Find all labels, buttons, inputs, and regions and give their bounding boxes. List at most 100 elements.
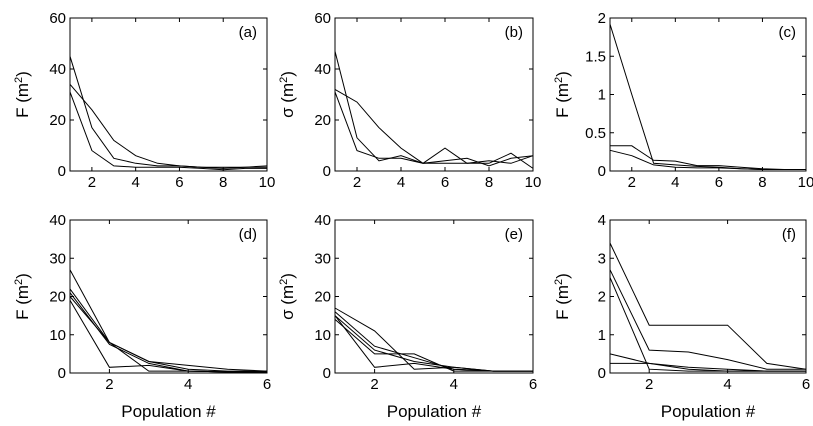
y-axis-label: F (m2) — [13, 273, 32, 320]
series-line-3 — [69, 292, 267, 373]
x-tick-label: 6 — [441, 174, 449, 191]
axes-frame — [334, 219, 534, 374]
series-line-1 — [69, 269, 268, 372]
x-tick-label: 2 — [353, 174, 361, 191]
series-line-2 — [334, 88, 534, 167]
y-tick-label: 2 — [598, 10, 606, 27]
x-tick-label: 6 — [802, 376, 810, 393]
x-tick-label: 2 — [88, 174, 96, 191]
x-tick-label: 6 — [263, 376, 271, 393]
series-line-1 — [334, 307, 533, 372]
y-tick-label: 0 — [58, 365, 66, 382]
y-tick-label: 20 — [49, 289, 66, 306]
y-tick-label: 20 — [314, 112, 331, 129]
series-line-2 — [69, 288, 267, 372]
x-tick-label: 2 — [628, 174, 636, 191]
y-tick-label: 40 — [314, 61, 331, 78]
y-tick-label: 0.5 — [585, 125, 606, 142]
x-axis-label: Population # — [661, 402, 756, 421]
x-tick-label: 6 — [529, 376, 537, 393]
x-tick-label: 8 — [485, 174, 493, 191]
panel-a: 2 4 6 8 10 0 20 40 60 (a) F (m2) — [13, 10, 275, 191]
x-tick-label: 2 — [370, 376, 378, 393]
axes-frame — [609, 219, 807, 374]
panel-c: 2 4 6 8 10 0 0.5 1 1.5 2 (c) F (m2) — [553, 10, 813, 191]
x-tick-label: 4 — [671, 174, 679, 191]
panel-tag: (d) — [239, 226, 257, 243]
y-tick-label: 0 — [58, 163, 66, 180]
series-line-3 — [609, 277, 806, 372]
series-line-1 — [609, 242, 807, 370]
panel-tag: (f) — [782, 226, 796, 243]
x-tick-label: 4 — [184, 376, 192, 393]
series-line-4 — [609, 353, 806, 372]
y-tick-label: 40 — [49, 212, 66, 229]
y-tick-label: 1 — [598, 87, 606, 104]
y-axis-label: F (m2) — [553, 273, 572, 320]
panel-d: 2 4 6 0 10 20 30 40 (d) F (m2) Population # — [13, 212, 271, 421]
series-line-1 — [69, 56, 268, 169]
series-line-3 — [334, 91, 534, 164]
series-line-1 — [609, 23, 806, 170]
x-tick-label: 6 — [175, 174, 183, 191]
series-line-3 — [69, 91, 267, 171]
axes-frame — [334, 17, 534, 172]
series-line-1 — [334, 51, 534, 169]
series-line-3 — [609, 149, 806, 170]
series-line-5 — [334, 319, 533, 372]
x-axis-label: Population # — [387, 402, 482, 421]
panel-f: 2 4 6 0 1 2 3 4 (f) F (m2) Population # — [553, 212, 810, 421]
series-line-4 — [69, 300, 267, 373]
y-tick-label: 0 — [323, 365, 331, 382]
y-tick-label: 20 — [49, 112, 66, 129]
y-tick-label: 10 — [49, 327, 66, 344]
y-tick-label: 1 — [598, 327, 606, 344]
axes-frame — [69, 17, 268, 172]
series-line-2 — [609, 269, 806, 370]
x-tick-label: 10 — [525, 174, 542, 191]
x-tick-label: 8 — [758, 174, 766, 191]
x-tick-label: 2 — [105, 376, 113, 393]
y-axis-label: F (m2) — [13, 71, 32, 118]
axes-frame — [609, 17, 807, 172]
panel-tag: (b) — [505, 24, 523, 41]
series-line-2 — [69, 83, 267, 168]
y-tick-label: 30 — [314, 250, 331, 267]
y-axis-label: σ (m2) — [278, 273, 297, 320]
y-axis-label: σ (m2) — [278, 71, 297, 118]
series-line-2 — [610, 145, 806, 170]
y-tick-label: 0 — [598, 365, 606, 382]
x-tick-label: 4 — [450, 376, 458, 393]
panel-b: 2 4 6 8 10 0 20 40 60 (b) σ (m2) — [278, 10, 541, 191]
panel-tag: (e) — [505, 226, 523, 243]
y-tick-label: 1.5 — [585, 48, 606, 65]
y-tick-label: 20 — [314, 289, 331, 306]
x-axis-label: Population # — [121, 402, 216, 421]
y-tick-label: 2 — [598, 289, 606, 306]
y-tick-label: 0 — [323, 163, 331, 180]
x-tick-label: 4 — [397, 174, 405, 191]
y-tick-label: 40 — [49, 61, 66, 78]
x-tick-label: 8 — [219, 174, 227, 191]
panel-tag: (c) — [779, 24, 797, 41]
y-axis-label: F (m2) — [553, 71, 572, 118]
y-tick-label: 10 — [314, 327, 331, 344]
y-tick-label: 60 — [314, 10, 331, 27]
x-tick-label: 6 — [715, 174, 723, 191]
series-line-5 — [610, 362, 806, 372]
panel-tag: (a) — [239, 24, 257, 41]
panel-e: 2 4 6 0 10 20 30 40 (e) σ (m2) Population # — [278, 212, 537, 421]
y-tick-label: 60 — [49, 10, 66, 27]
series-line-5 — [69, 296, 267, 373]
x-tick-label: 10 — [259, 174, 276, 191]
y-tick-label: 3 — [598, 250, 606, 267]
y-tick-label: 0 — [598, 163, 606, 180]
x-tick-label: 4 — [131, 174, 139, 191]
y-tick-label: 4 — [598, 212, 606, 229]
x-tick-label: 4 — [723, 376, 731, 393]
x-tick-label: 2 — [645, 376, 653, 393]
y-tick-label: 30 — [49, 250, 66, 267]
y-tick-label: 40 — [314, 212, 331, 229]
x-tick-label: 10 — [798, 174, 813, 191]
